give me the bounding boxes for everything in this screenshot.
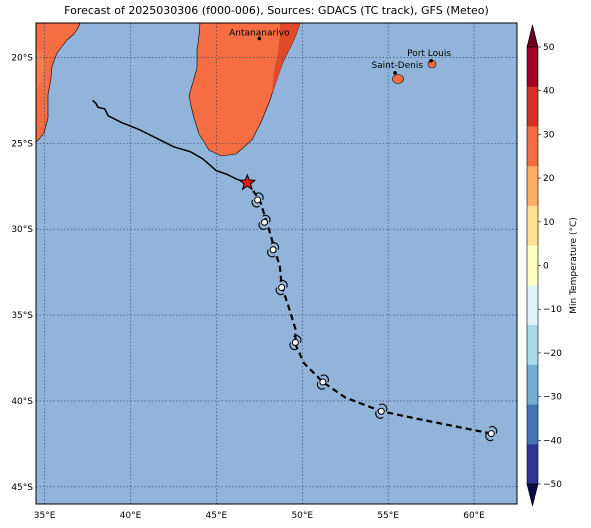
y-tick-label: 25°S (11, 139, 33, 149)
colorbar-tick-label: 50 (543, 43, 555, 53)
colorbar-tick-label: −10 (543, 305, 562, 315)
colorbar-tick-label: 40 (543, 87, 555, 97)
land-africa (36, 23, 81, 143)
current-position-star-icon (238, 173, 257, 191)
storm-symbol-icon (275, 279, 288, 296)
city-label: Port Louis (407, 49, 451, 59)
colorbar-swatch (527, 47, 538, 88)
colorbar-swatch (527, 166, 538, 207)
colorbar-label: Min Temperature (°C) (569, 217, 579, 314)
y-tick-label: 20°S (11, 53, 33, 63)
colorbar-tick-label: −30 (543, 393, 562, 403)
colorbar-swatch (527, 444, 538, 485)
x-tick-label: 40°E (120, 511, 142, 521)
colorbar-top-extend (526, 24, 539, 48)
city-label: Antananarivo (229, 28, 290, 38)
colorbar-tick-label: −50 (543, 480, 562, 490)
y-tick-label: 40°S (11, 397, 33, 407)
x-axis-ticks: 35°E 40°E 45°E 50°E 55°E 60°E (34, 511, 485, 521)
colorbar: 50 40 30 20 10 0 −10 −20 −30 −40 −50 Min Temperatur… (526, 24, 579, 507)
storm-symbol-icon (267, 242, 280, 258)
storm-symbol-icon (258, 214, 271, 230)
storm-symbol-icon (251, 192, 264, 208)
land-africa-hot (36, 50, 45, 88)
x-tick-label: 50°E (291, 511, 313, 521)
land-madagascar-hot (272, 23, 300, 94)
y-axis-ticks: 20°S 25°S 30°S 35°S 40°S 45°S (11, 53, 33, 492)
x-tick-label: 45°E (206, 511, 228, 521)
colorbar-swatch (527, 205, 538, 246)
city-marker (429, 58, 433, 63)
colorbar-tick-label: 10 (543, 218, 555, 228)
colorbar-tick-label: −40 (543, 436, 562, 446)
colorbar-tick-label: 20 (543, 174, 555, 184)
ocean (36, 23, 517, 504)
cities: Antananarivo Port Louis Saint-Denis (229, 28, 451, 75)
storm-symbol-icon (289, 334, 302, 351)
city-marker (257, 36, 262, 41)
x-tick-label: 60°E (463, 511, 485, 521)
storm-symbol-icon (485, 425, 498, 442)
storm-symbol-icon (375, 403, 388, 419)
city-label: Saint-Denis (371, 61, 423, 71)
colorbar-tick-label: 30 (543, 130, 555, 140)
y-tick-label: 45°S (11, 483, 33, 493)
cyclone-track (92, 99, 498, 442)
colorbar-swatch (527, 325, 538, 366)
map-frame (35, 22, 518, 505)
past-track-line (92, 99, 248, 184)
colorbar-bottom-extend (526, 483, 539, 507)
land-reunion (392, 74, 404, 84)
map-area[interactable]: Antananarivo Port Louis Saint-Denis (36, 23, 517, 504)
x-tick-label: 35°E (34, 511, 56, 521)
colorbar-tick-label: 0 (543, 262, 549, 272)
colorbar-swatch (527, 245, 538, 286)
y-tick-label: 30°S (11, 225, 33, 235)
x-tick-label: 55°E (377, 511, 399, 521)
city-marker (393, 71, 397, 75)
colorbar-tick-label: −20 (543, 349, 562, 359)
y-tick-label: 35°S (11, 311, 33, 321)
colorbar-swatch (527, 86, 538, 127)
colorbar-swatch (527, 404, 538, 445)
storm-symbol-icon (316, 374, 329, 390)
colorbar-swatch (527, 285, 538, 326)
map-title: Forecast of 2025030306 (f000-006), Sourc… (64, 4, 489, 17)
colorbar-swatch (527, 126, 538, 167)
colorbar-swatch (527, 364, 538, 405)
